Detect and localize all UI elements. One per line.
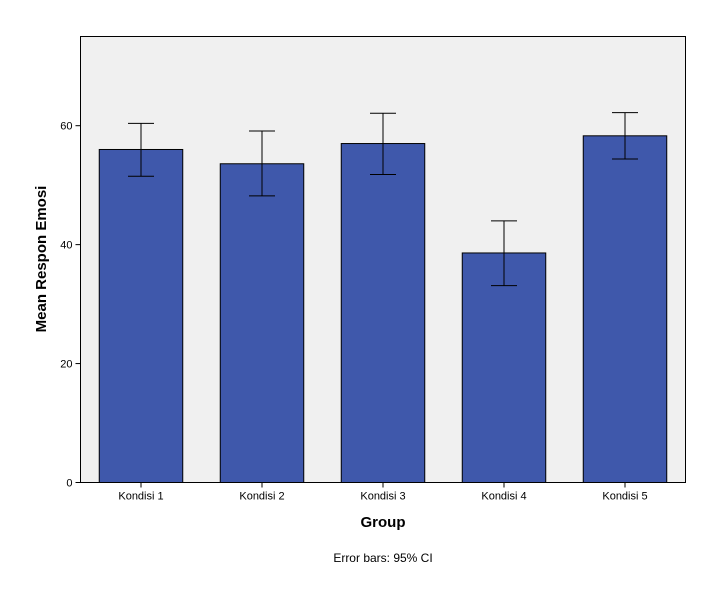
error-bar-5 bbox=[612, 112, 638, 160]
bar-5 bbox=[582, 135, 668, 483]
y-axis: 0 20 40 60 bbox=[60, 121, 81, 490]
y-tick-label: 60 bbox=[60, 121, 72, 133]
bars-layer bbox=[98, 135, 668, 483]
x-axis: Kondisi 1 Kondisi 2 Kondisi 3 Kondisi 4 Kond… bbox=[118, 482, 648, 503]
error-bars-note: Error bars: 95% CI bbox=[333, 551, 432, 565]
x-tick-label: Kondisi 4 bbox=[481, 491, 526, 503]
bar-2 bbox=[219, 163, 305, 483]
y-axis-title: Mean Respon Emosi bbox=[33, 186, 50, 333]
x-tick-label: Kondisi 1 bbox=[118, 491, 163, 503]
x-tick-label: Kondisi 3 bbox=[360, 491, 405, 503]
error-bar-3 bbox=[370, 112, 396, 175]
y-tick-label: 20 bbox=[60, 359, 72, 371]
bar-4 bbox=[461, 252, 547, 483]
bar-1 bbox=[98, 148, 184, 483]
x-tick-label: Kondisi 5 bbox=[602, 491, 647, 503]
x-tick-label: Kondisi 2 bbox=[239, 491, 284, 503]
error-bar-2 bbox=[249, 130, 275, 197]
error-bar-4 bbox=[491, 220, 517, 287]
bar-3 bbox=[340, 143, 426, 483]
y-tick-label: 40 bbox=[60, 240, 72, 252]
x-axis-title: Group bbox=[361, 514, 406, 531]
error-bars-layer bbox=[128, 112, 638, 287]
y-tick-label: 0 bbox=[66, 478, 72, 490]
error-bar-1 bbox=[128, 122, 154, 177]
